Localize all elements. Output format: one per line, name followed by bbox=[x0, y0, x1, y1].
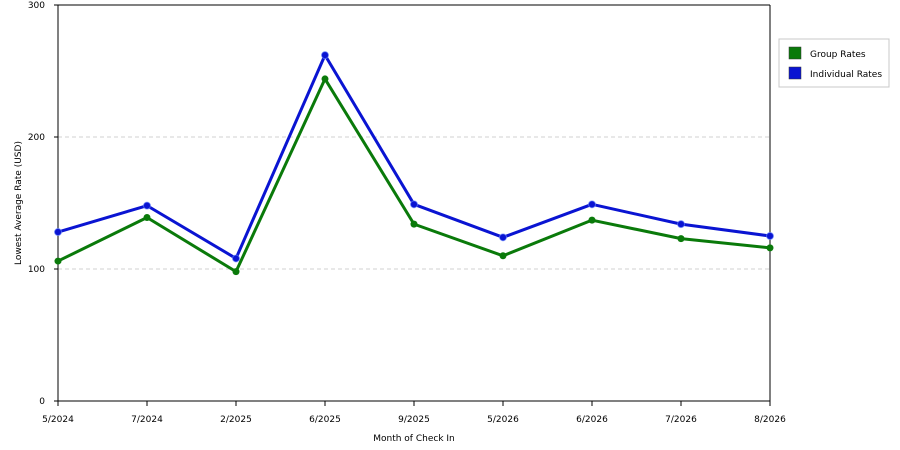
x-tick-label: 8/2026 bbox=[754, 415, 786, 425]
x-tick-label: 5/2024 bbox=[42, 415, 74, 425]
data-point-individual-rates bbox=[232, 254, 240, 263]
data-point-group-rates bbox=[321, 75, 329, 83]
y-axis-title: Lowest Average Rate (USD) bbox=[14, 141, 24, 265]
data-point-individual-rates bbox=[410, 200, 418, 209]
data-point-group-rates bbox=[766, 244, 774, 252]
series-lines bbox=[54, 51, 774, 276]
data-point-group-rates bbox=[143, 214, 151, 222]
data-point-group-rates bbox=[677, 235, 685, 243]
legend-label-group-rates: Group Rates bbox=[810, 50, 866, 60]
y-tick-label: 100 bbox=[28, 265, 45, 275]
legend-swatch-individual-rates bbox=[788, 66, 802, 80]
data-point-individual-rates bbox=[677, 220, 685, 229]
data-point-individual-rates bbox=[499, 233, 507, 242]
legend-label-individual-rates: Individual Rates bbox=[810, 70, 882, 80]
x-tick-label: 7/2026 bbox=[665, 415, 697, 425]
data-point-individual-rates bbox=[588, 200, 596, 209]
data-point-group-rates bbox=[54, 257, 62, 265]
legend: Group Rates Individual Rates bbox=[778, 38, 890, 88]
data-point-group-rates bbox=[410, 220, 418, 228]
data-point-individual-rates bbox=[54, 228, 62, 237]
legend-swatch-group-rates bbox=[788, 46, 802, 60]
y-tick-label: 300 bbox=[28, 1, 45, 11]
x-tick-label: 6/2026 bbox=[576, 415, 608, 425]
x-axis-title: Month of Check In bbox=[373, 434, 455, 444]
data-point-individual-rates bbox=[321, 51, 329, 60]
data-point-group-rates bbox=[232, 268, 240, 276]
x-tick-label: 6/2025 bbox=[309, 415, 341, 425]
y-tick-label: 200 bbox=[28, 133, 45, 143]
data-point-group-rates bbox=[499, 252, 507, 260]
data-point-individual-rates bbox=[766, 232, 774, 240]
data-point-individual-rates bbox=[143, 201, 151, 210]
tick-labels: 0 100 200 300 5/2024 7/2024 2/2025 6/2025 9/2025… bbox=[28, 1, 786, 425]
axes bbox=[54, 4, 771, 406]
x-tick-label: 2/2025 bbox=[220, 415, 252, 425]
data-point-group-rates bbox=[588, 216, 596, 224]
x-tick-label: 7/2024 bbox=[131, 415, 163, 425]
x-tick-label: 9/2025 bbox=[398, 415, 430, 425]
y-tick-label: 0 bbox=[39, 397, 45, 407]
x-tick-label: 5/2026 bbox=[487, 415, 519, 425]
series-line-group-rates bbox=[57, 77, 771, 274]
